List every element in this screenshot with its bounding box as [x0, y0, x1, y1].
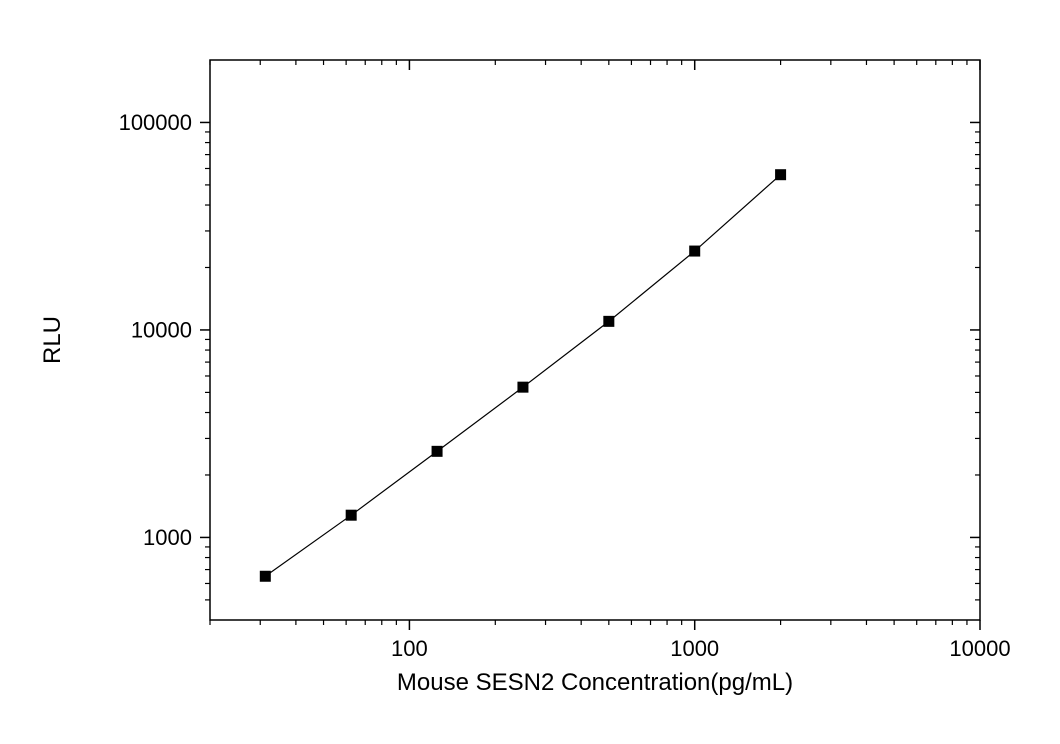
y-axis-label: RLU	[39, 316, 66, 364]
data-marker	[517, 382, 528, 393]
y-tick-label: 100000	[119, 110, 192, 135]
data-marker	[775, 169, 786, 180]
data-marker	[603, 316, 614, 327]
data-marker	[346, 510, 357, 521]
x-tick-label: 1000	[670, 636, 719, 661]
data-marker	[689, 246, 700, 257]
data-marker	[432, 446, 443, 457]
y-tick-label: 10000	[131, 318, 192, 343]
x-tick-label: 10000	[949, 636, 1010, 661]
chart-container: 100 1000 10000 1000 10000 100000 Mouse SESN2 C…	[0, 0, 1060, 744]
y-tick-label: 1000	[143, 525, 192, 550]
x-axis-label: Mouse SESN2 Concentration(pg/mL)	[397, 669, 793, 696]
data-marker	[260, 571, 271, 582]
x-tick-label: 100	[391, 636, 428, 661]
chart-svg: 100 1000 10000 1000 10000 100000 Mouse SESN2 C…	[0, 0, 1060, 744]
